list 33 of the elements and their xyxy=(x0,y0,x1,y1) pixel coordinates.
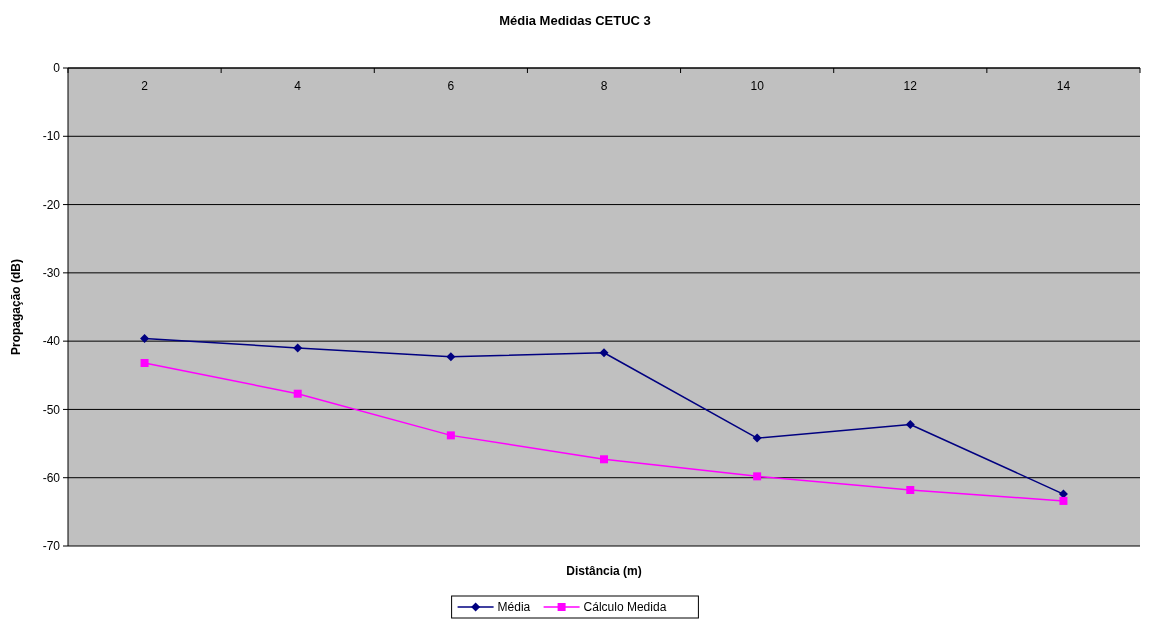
point xyxy=(446,352,456,362)
y-tick-label: -60 xyxy=(42,470,61,485)
chart-title: Média Medidas CETUC 3 xyxy=(499,13,651,28)
point xyxy=(752,433,762,443)
x-tick-label: 12 xyxy=(903,79,918,93)
x-tick-label: 6 xyxy=(447,79,455,93)
point xyxy=(906,486,915,495)
point xyxy=(905,419,915,429)
y-tick-label: -20 xyxy=(42,197,61,212)
x-tick-label: 10 xyxy=(750,79,765,93)
point xyxy=(140,333,150,343)
y-axis-title: Propagação (dB) xyxy=(9,258,23,356)
x-axis-title: Distância (m) xyxy=(566,564,642,578)
y-tick-label: -30 xyxy=(42,266,61,281)
x-tick-label: 14 xyxy=(1056,79,1071,93)
point xyxy=(446,431,455,440)
y-tick-label: 0 xyxy=(53,61,61,76)
x-tick-label: 8 xyxy=(600,79,608,93)
legend-label: Média xyxy=(497,600,531,615)
point xyxy=(293,343,303,353)
point xyxy=(1059,496,1068,505)
y-tick-label: -70 xyxy=(42,539,61,554)
point xyxy=(599,348,609,358)
point xyxy=(140,358,149,367)
y-tick-label: -50 xyxy=(42,402,61,417)
x-tick-label: 2 xyxy=(141,79,149,93)
y-tick-label: -10 xyxy=(42,129,61,144)
point xyxy=(293,389,302,398)
legend-label: Cálculo Medida xyxy=(583,600,667,615)
x-tick-label: 4 xyxy=(294,79,302,93)
y-tick-label: -40 xyxy=(42,334,61,349)
point xyxy=(753,472,762,481)
point xyxy=(600,455,608,464)
